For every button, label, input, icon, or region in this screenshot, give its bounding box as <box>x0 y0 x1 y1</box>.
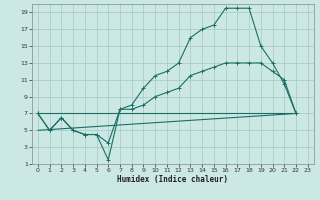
X-axis label: Humidex (Indice chaleur): Humidex (Indice chaleur) <box>117 175 228 184</box>
